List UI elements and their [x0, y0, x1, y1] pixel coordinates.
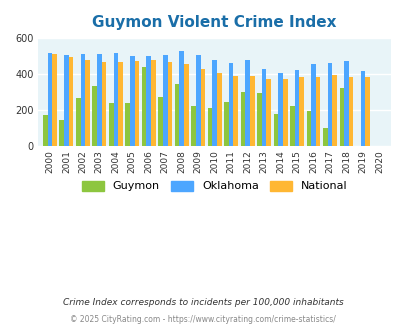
Bar	[327, 63, 332, 146]
Bar	[158, 97, 162, 146]
Bar	[118, 62, 122, 146]
Bar	[130, 56, 134, 146]
Bar	[59, 120, 64, 146]
Bar	[179, 50, 183, 146]
Bar	[290, 106, 294, 146]
Bar	[360, 71, 364, 146]
Bar	[311, 64, 315, 146]
Bar	[64, 55, 68, 146]
Bar	[207, 108, 212, 146]
Legend: Guymon, Oklahoma, National: Guymon, Oklahoma, National	[77, 176, 352, 196]
Bar	[315, 77, 320, 146]
Bar	[162, 55, 167, 146]
Bar	[76, 98, 80, 146]
Bar	[141, 67, 146, 146]
Bar	[92, 85, 97, 146]
Bar	[109, 103, 113, 146]
Bar	[245, 60, 249, 146]
Text: Crime Index corresponds to incidents per 100,000 inhabitants: Crime Index corresponds to incidents per…	[62, 298, 343, 307]
Bar	[348, 78, 353, 146]
Bar	[134, 61, 139, 146]
Bar	[175, 84, 179, 146]
Bar	[282, 79, 287, 146]
Bar	[52, 54, 57, 146]
Bar	[196, 55, 200, 146]
Bar	[249, 76, 254, 146]
Bar	[113, 53, 118, 146]
Bar	[364, 78, 369, 146]
Bar	[47, 53, 52, 146]
Bar	[151, 60, 155, 146]
Bar	[332, 75, 336, 146]
Bar	[68, 57, 73, 146]
Bar	[228, 63, 233, 146]
Bar	[273, 114, 277, 146]
Bar	[298, 78, 303, 146]
Bar	[80, 54, 85, 146]
Bar	[343, 61, 348, 146]
Bar	[294, 70, 298, 146]
Bar	[43, 115, 47, 146]
Bar	[200, 69, 205, 146]
Bar	[266, 79, 271, 146]
Bar	[261, 69, 266, 146]
Title: Guymon Violent Crime Index: Guymon Violent Crime Index	[92, 15, 336, 30]
Bar	[306, 111, 311, 146]
Bar	[256, 93, 261, 146]
Bar	[191, 106, 196, 146]
Bar	[146, 56, 151, 146]
Bar	[212, 60, 216, 146]
Bar	[167, 62, 172, 146]
Bar	[85, 60, 90, 146]
Bar	[101, 62, 106, 146]
Bar	[322, 128, 327, 146]
Bar	[339, 88, 343, 146]
Bar	[97, 54, 101, 146]
Bar	[240, 92, 245, 146]
Bar	[216, 73, 221, 146]
Bar	[277, 73, 282, 146]
Bar	[125, 103, 130, 146]
Bar	[224, 102, 228, 146]
Bar	[183, 64, 188, 146]
Bar	[233, 76, 237, 146]
Text: © 2025 CityRating.com - https://www.cityrating.com/crime-statistics/: © 2025 CityRating.com - https://www.city…	[70, 315, 335, 324]
